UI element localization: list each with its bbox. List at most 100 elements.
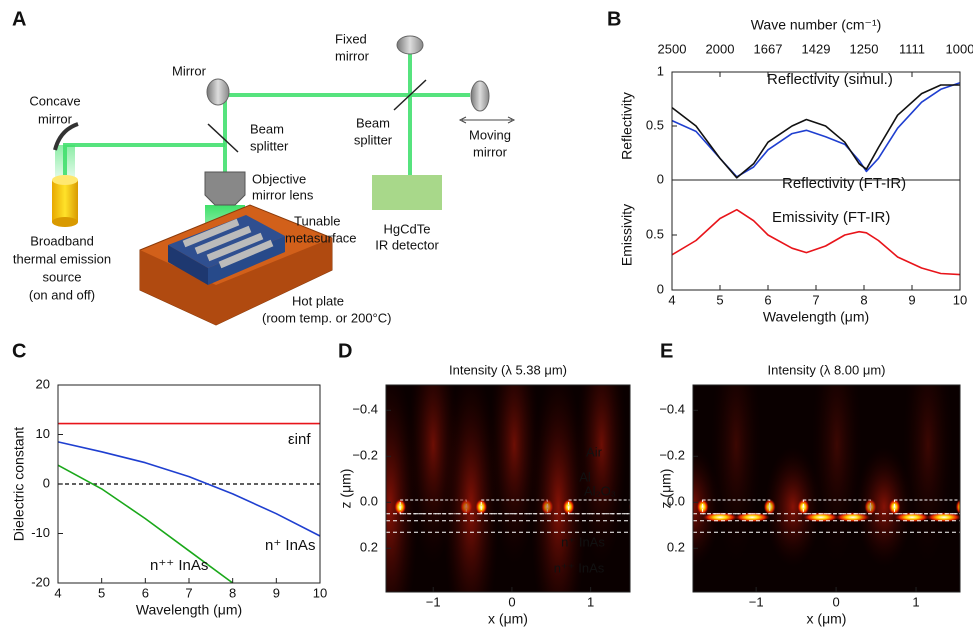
series-label: n⁺⁺ InAs — [150, 557, 208, 574]
y-tick-label: 0 — [657, 281, 664, 296]
diagram-label: mirror — [473, 144, 508, 159]
x-tick-label: 6 — [142, 585, 149, 600]
x-axis-title: Wavelength (μm) — [763, 309, 869, 325]
diagram-label: mirror lens — [252, 187, 314, 202]
x-tick-label: 9 — [908, 292, 915, 307]
diagram-label: source — [42, 269, 81, 284]
x2-tick-label: 2500 — [658, 41, 687, 56]
series-label: Reflectivity (FT-IR) — [782, 175, 906, 192]
x-tick-label: 5 — [98, 585, 105, 600]
y-tick-label: 0 — [657, 171, 664, 186]
y-tick-label: −0.2 — [352, 448, 378, 463]
x-tick-label: 9 — [273, 585, 280, 600]
x-tick-label: −1 — [426, 594, 441, 609]
x-tick-label: 10 — [953, 292, 967, 307]
x-tick-label: 7 — [185, 585, 192, 600]
y-axis-title: z (μm) — [338, 469, 354, 509]
x2-tick-label: 1111 — [899, 41, 925, 56]
x-tick-label: 7 — [812, 292, 819, 307]
series-label: Reflectivity (simul.) — [767, 71, 893, 88]
panel-label: C — [12, 340, 26, 362]
x2-tick-label: 1000 — [946, 41, 973, 56]
diagram-label: Beam — [250, 121, 284, 136]
annotation: n⁺ InAs — [561, 534, 605, 549]
y-tick-label: 1 — [657, 63, 664, 78]
glow — [812, 325, 862, 565]
panel-label: A — [12, 8, 26, 30]
x-axis-title: x (μm) — [488, 611, 528, 627]
y-axis-title: Dielectric constant — [11, 427, 27, 541]
x-tick-label: 8 — [229, 585, 236, 600]
y-tick-label: 0.5 — [646, 226, 664, 241]
x-axis-title: x (μm) — [807, 611, 847, 627]
map-title: Intensity (λ 8.00 μm) — [767, 362, 885, 377]
glow — [903, 325, 953, 565]
plot-frame — [672, 180, 960, 290]
x-axis-title: Wavelength (μm) — [136, 602, 242, 618]
diagram-label: thermal emission — [13, 251, 111, 266]
y-tick-label: 10 — [36, 426, 50, 441]
glow — [711, 325, 761, 565]
diagram-label: (room temp. or 200°C) — [262, 310, 391, 325]
y-tick-label: −0.4 — [352, 402, 378, 417]
y-tick-label: -10 — [31, 525, 50, 540]
x-tick-label: 1 — [912, 594, 919, 609]
diagram-label: splitter — [250, 138, 289, 153]
diagram-label: Hot plate — [292, 293, 344, 308]
diagram-label: Concave — [29, 93, 80, 108]
annotation: Al — [579, 469, 591, 484]
x-tick-label: 10 — [313, 585, 327, 600]
series-line — [672, 85, 960, 178]
y-tick-label: 0.2 — [667, 540, 685, 555]
x2-tick-label: 2000 — [706, 41, 735, 56]
x2-tick-label: 1250 — [850, 41, 879, 56]
x-tick-label: 5 — [716, 292, 723, 307]
annotation: Air — [586, 444, 603, 459]
annotation: Al₂O₃ — [584, 483, 616, 498]
diagram-label: Objective — [252, 171, 306, 186]
panel-label: D — [338, 340, 352, 362]
chart: Reflectivity (simul.) Reflectivity (FT-IR… — [619, 17, 973, 192]
hot-spot — [956, 499, 968, 515]
plot-frame — [672, 72, 960, 180]
chart: Intensity (λ 8.00 μm)−0.4−0.20.00.2−101x… — [658, 325, 968, 627]
x2-tick-label: 1667 — [754, 41, 783, 56]
y-tick-label: 0.5 — [646, 117, 664, 132]
diagram-label: Moving — [469, 127, 511, 142]
x-tick-label: 0 — [508, 594, 515, 609]
panel-label: E — [660, 340, 673, 362]
x2-tick-label: 1429 — [802, 41, 831, 56]
diagram-label: metasurface — [285, 230, 357, 245]
x-tick-label: 1 — [587, 594, 594, 609]
x-tick-label: 0 — [832, 594, 839, 609]
y-tick-label: -20 — [31, 574, 50, 589]
y-axis-title: z (μm) — [658, 469, 674, 509]
diagram-label: Beam — [356, 115, 390, 130]
x-tick-label: 4 — [54, 585, 61, 600]
series-line — [58, 442, 320, 536]
diagram-label: Tunable — [294, 213, 341, 228]
x2-axis-title: Wave number (cm⁻¹) — [751, 17, 882, 33]
diagram-label: HgCdTe — [384, 221, 431, 236]
hot-spot — [629, 499, 641, 515]
y-axis-title: Emissivity — [619, 204, 635, 266]
diagram-label: splitter — [354, 132, 393, 147]
series-label: n⁺ InAs — [265, 537, 315, 554]
diagram-label: (on and off) — [29, 287, 95, 302]
y-tick-label: 0.2 — [360, 540, 378, 555]
series-label: εinf — [288, 431, 311, 448]
y-tick-label: −0.4 — [659, 402, 685, 417]
panel-label: B — [607, 8, 621, 30]
x-tick-label: 4 — [668, 292, 675, 307]
x-tick-label: −1 — [749, 594, 764, 609]
annotation: n⁺⁺ InAs — [554, 560, 605, 575]
x-tick-label: 8 — [860, 292, 867, 307]
map-title: Intensity (λ 5.38 μm) — [449, 362, 567, 377]
diagram-label: IR detector — [375, 237, 439, 252]
diagram-label: Broadband — [30, 233, 94, 248]
series-label: Emissivity (FT-IR) — [772, 209, 890, 226]
diagram-label: Mirror — [172, 63, 207, 78]
